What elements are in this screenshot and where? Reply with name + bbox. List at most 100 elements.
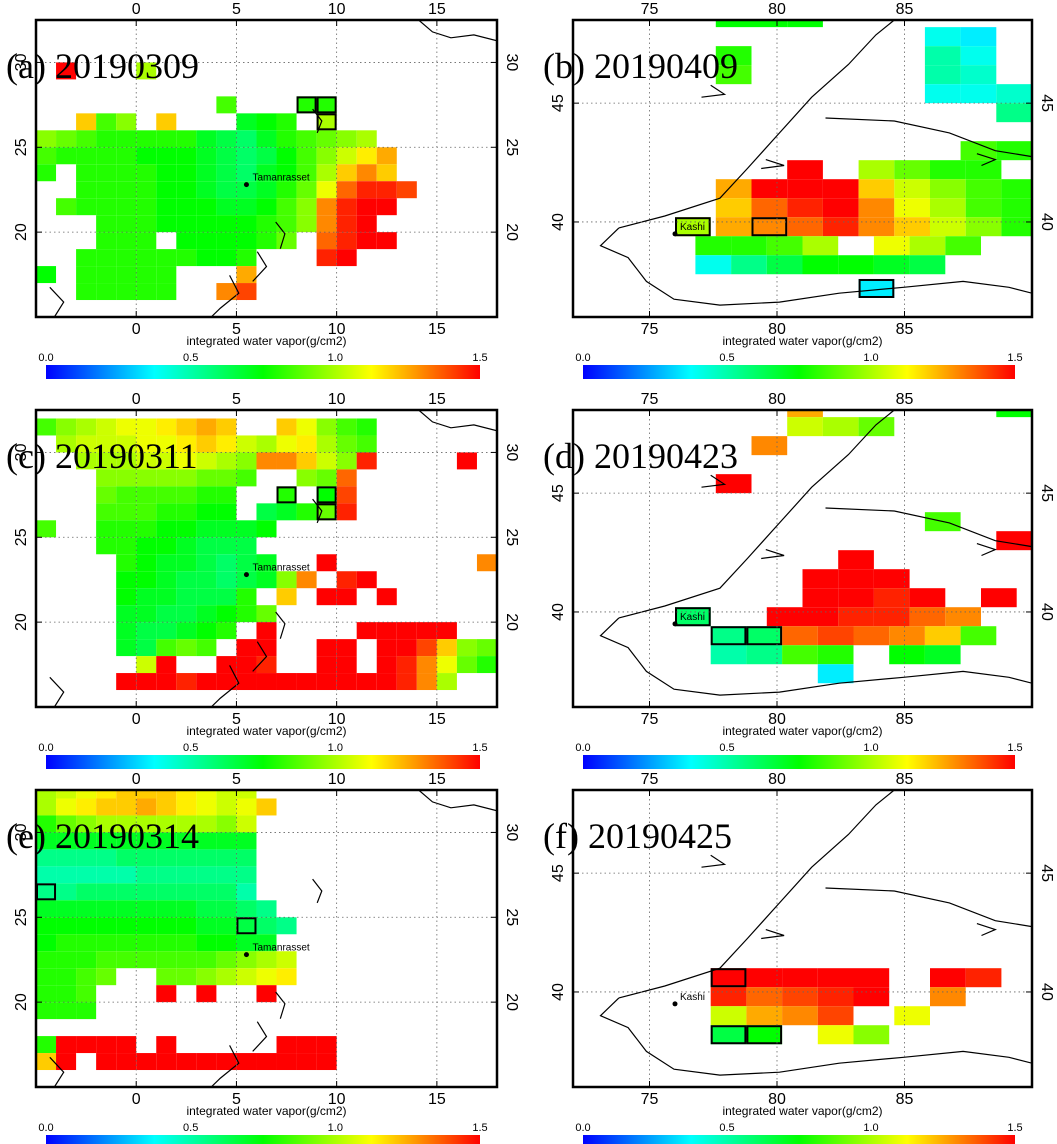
x-tick-label: 15 [428, 1091, 446, 1108]
heat-cell [276, 452, 297, 470]
heat-cell [802, 569, 839, 589]
heat-cell [746, 645, 783, 665]
heat-cell [356, 164, 377, 182]
heat-cell [216, 849, 237, 867]
heat-cell [336, 147, 357, 165]
coastline [252, 641, 268, 672]
heat-cell [416, 656, 437, 674]
x-tick-label: 10 [328, 711, 346, 728]
heat-cell [116, 951, 137, 969]
heat-cell [96, 283, 117, 301]
heat-cell [256, 520, 277, 538]
heat-cell [116, 537, 137, 555]
heat-cell [196, 951, 217, 969]
heat-cell [853, 1025, 890, 1045]
y-tick-label: 25 [503, 908, 520, 926]
coastline [825, 117, 1032, 158]
heat-cell [930, 179, 966, 199]
heat-cell [176, 469, 197, 487]
x-tick-label: 5 [232, 391, 241, 408]
heat-cell [316, 215, 337, 233]
station-marker [243, 952, 249, 958]
heat-cell [853, 626, 890, 646]
heat-cell [56, 951, 77, 969]
highlight-box [276, 486, 297, 504]
y-tick-label: 30 [13, 443, 30, 461]
heat-cell [909, 607, 946, 627]
x-tick-label: 15 [428, 391, 446, 408]
heat-cell [715, 474, 752, 494]
heat-cell [256, 951, 277, 969]
heat-cell [56, 934, 77, 952]
colorbar-tick-label: 1.0 [328, 742, 343, 754]
heat-cell [136, 537, 157, 555]
station-label: Tamanrasset [252, 563, 309, 574]
heat-cell [216, 283, 237, 301]
heat-cell [176, 537, 197, 555]
heat-cell [96, 452, 117, 470]
heat-cell [56, 418, 77, 436]
heat-cell [256, 130, 277, 148]
heat-cell [96, 900, 117, 918]
heat-cell [196, 147, 217, 165]
heat-cell [746, 987, 783, 1007]
y-tick-label: 25 [13, 908, 30, 926]
heat-cell [316, 232, 337, 250]
heat-cell [715, 198, 752, 218]
coastline [312, 878, 323, 904]
heat-cell [156, 832, 177, 850]
heat-cell [316, 469, 337, 487]
x-tick-label: 5 [232, 771, 241, 788]
heat-cell [236, 147, 257, 165]
heat-cell [960, 27, 997, 47]
heat-cell [766, 236, 803, 256]
heat-cell [56, 832, 77, 850]
heat-cell [838, 569, 874, 589]
colorbar-tick-label: 1.5 [472, 1122, 487, 1134]
heat-cell [710, 1006, 747, 1026]
heat-cell [76, 917, 97, 935]
heat-cell [316, 435, 337, 453]
coastline [312, 108, 323, 134]
colorbar-label: integrated water vapor(g/cm2) [186, 334, 346, 348]
heat-cell [316, 1053, 337, 1071]
heat-cell [802, 236, 839, 256]
heat-cell [196, 798, 217, 816]
heat-cell [296, 198, 317, 216]
heat-cell [236, 798, 257, 816]
heat-cell [817, 987, 854, 1007]
coastline [825, 507, 1032, 548]
station-marker [672, 1001, 678, 1007]
heat-cell [196, 968, 217, 986]
heat-cell [36, 798, 57, 816]
heat-cell [176, 832, 197, 850]
heat-cell [675, 607, 711, 627]
y-tick-label: 40 [550, 983, 567, 1001]
highlight-box [316, 113, 337, 131]
heat-cell [802, 607, 839, 627]
heat-cell [116, 283, 137, 301]
heat-cell [196, 215, 217, 233]
heat-cell [176, 917, 197, 935]
heat-cell [256, 435, 277, 453]
heat-cell [76, 249, 97, 267]
heat-cell [76, 113, 97, 131]
colorbar-tick-label: 0.0 [575, 352, 590, 364]
plot-frame [34, 408, 499, 709]
heat-cell [176, 435, 197, 453]
heat-cell [838, 607, 874, 627]
heat-cell [196, 418, 217, 436]
heat-cell [216, 469, 237, 487]
heat-cell [873, 569, 910, 589]
heat-cell [296, 164, 317, 182]
heat-cell [76, 198, 97, 216]
heat-cell [116, 832, 137, 850]
heat-cell [276, 673, 297, 691]
heat-cell [909, 255, 946, 275]
coastline [49, 1056, 65, 1087]
heat-cell [746, 1006, 783, 1026]
heat-cell [216, 181, 237, 199]
x-tick-label: 85 [896, 321, 914, 338]
heat-cell [316, 554, 337, 572]
